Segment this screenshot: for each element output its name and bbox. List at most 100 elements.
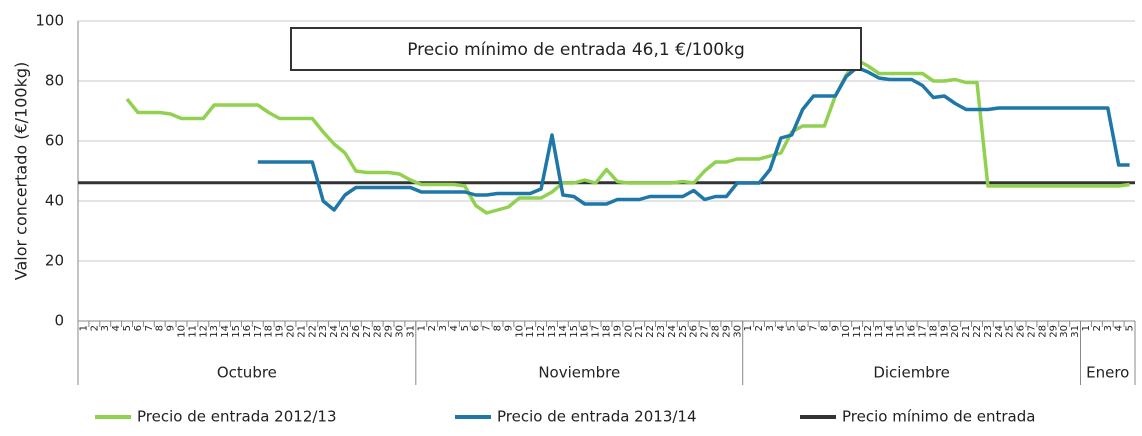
x-tick-label: 19 <box>939 325 950 338</box>
month-label: Diciembre <box>873 364 950 382</box>
x-tick-label: 12 <box>198 325 209 338</box>
month-label: Enero <box>1086 364 1129 382</box>
x-tick-label: 2 <box>427 325 438 331</box>
x-tick-label: 27 <box>362 325 373 338</box>
x-tick-label: 11 <box>187 325 198 338</box>
x-tick-label: 20 <box>285 325 296 338</box>
x-tick-label: 4 <box>111 325 122 331</box>
x-tick-label: 14 <box>558 325 569 338</box>
y-tick-label: 20 <box>45 252 64 270</box>
x-tick-label: 28 <box>373 325 384 338</box>
x-tick-label: 28 <box>710 325 721 338</box>
legend-label: Precio de entrada 2013/14 <box>497 408 697 426</box>
x-tick-label: 6 <box>133 325 144 331</box>
y-axis-label: Valor concertado (€/100kg) <box>12 62 31 280</box>
x-tick-label: 15 <box>231 325 242 338</box>
x-tick-label: 27 <box>700 325 711 338</box>
x-tick-label: 16 <box>242 325 253 338</box>
x-tick-label: 24 <box>994 325 1005 338</box>
x-tick-label: 21 <box>296 325 307 338</box>
x-tick-label: 6 <box>798 325 809 331</box>
x-tick-label: 3 <box>100 325 111 331</box>
x-tick-label: 9 <box>503 325 514 331</box>
x-tick-label: 25 <box>678 325 689 338</box>
x-tick-label: 2 <box>89 325 100 331</box>
legend-label: Precio mínimo de entrada <box>842 408 1035 426</box>
x-tick-label: 13 <box>209 325 220 338</box>
x-tick-label: 16 <box>580 325 591 338</box>
x-tick-label: 8 <box>819 325 830 331</box>
x-tick-label: 21 <box>961 325 972 338</box>
x-tick-label: 29 <box>384 325 395 338</box>
x-tick-label: 24 <box>667 325 678 338</box>
x-tick-label: 26 <box>689 325 700 338</box>
x-tick-label: 3 <box>765 325 776 331</box>
x-tick-label: 7 <box>809 325 820 331</box>
x-tick-label: 5 <box>787 325 798 331</box>
annotation: Precio mínimo de entrada 46,1 €/100kg <box>407 40 745 60</box>
x-tick-label: 22 <box>972 325 983 338</box>
y-tick-label: 60 <box>45 132 64 150</box>
y-tick-label: 80 <box>45 72 64 90</box>
x-tick-label: 10 <box>841 325 852 338</box>
x-tick-label: 23 <box>318 325 329 338</box>
x-tick-label: 9 <box>166 325 177 331</box>
x-tick-label: 1 <box>743 325 754 331</box>
x-tick-label: 11 <box>525 325 536 338</box>
x-tick-label: 22 <box>307 325 318 338</box>
x-tick-label: 18 <box>264 325 275 338</box>
x-tick-label: 29 <box>721 325 732 338</box>
x-tick-label: 20 <box>950 325 961 338</box>
x-tick-label: 23 <box>656 325 667 338</box>
x-tick-label: 14 <box>220 325 231 338</box>
x-tick-label: 6 <box>471 325 482 331</box>
month-label: Noviembre <box>538 364 620 382</box>
x-tick-label: 1 <box>1081 325 1092 331</box>
x-tick-label: 14 <box>885 325 896 338</box>
x-tick-label: 5 <box>122 325 133 331</box>
x-tick-label: 15 <box>896 325 907 338</box>
x-tick-label: 13 <box>874 325 885 338</box>
x-tick-label: 12 <box>863 325 874 338</box>
x-tick-label: 3 <box>438 325 449 331</box>
x-tick-label: 13 <box>547 325 558 338</box>
x-tick-label: 17 <box>918 325 929 338</box>
x-tick-label: 4 <box>776 325 787 331</box>
x-tick-label: 31 <box>1070 325 1081 338</box>
x-tick-label: 5 <box>1125 325 1136 331</box>
series-line <box>257 65 1130 212</box>
x-tick-label: 25 <box>340 325 351 338</box>
x-tick-label: 17 <box>591 325 602 338</box>
x-tick-label: 23 <box>983 325 994 338</box>
x-tick-label: 1 <box>78 325 89 331</box>
y-tick-label: 0 <box>54 312 64 330</box>
x-tick-label: 8 <box>155 325 166 331</box>
x-tick-label: 4 <box>449 325 460 331</box>
x-tick-label: 28 <box>1037 325 1048 338</box>
x-tick-label: 7 <box>144 325 155 331</box>
x-tick-label: 9 <box>830 325 841 331</box>
x-tick-label: 22 <box>645 325 656 338</box>
x-tick-label: 19 <box>275 325 286 338</box>
x-tick-label: 10 <box>177 325 188 338</box>
x-tick-label: 25 <box>1005 325 1016 338</box>
legend-label: Precio de entrada 2012/13 <box>137 408 337 426</box>
x-tick-label: 18 <box>602 325 613 338</box>
x-tick-label: 31 <box>405 325 416 338</box>
x-tick-label: 3 <box>1103 325 1114 331</box>
x-tick-label: 27 <box>1026 325 1037 338</box>
x-tick-label: 30 <box>394 325 405 338</box>
x-tick-label: 5 <box>460 325 471 331</box>
x-tick-label: 11 <box>852 325 863 338</box>
x-tick-label: 4 <box>1114 325 1125 331</box>
x-tick-label: 12 <box>536 325 547 338</box>
x-tick-label: 15 <box>569 325 580 338</box>
x-tick-label: 2 <box>1092 325 1103 331</box>
month-label: Octubre <box>217 364 277 382</box>
x-tick-label: 21 <box>634 325 645 338</box>
y-tick-label: 40 <box>45 192 64 210</box>
x-tick-label: 26 <box>1016 325 1027 338</box>
x-tick-label: 2 <box>754 325 765 331</box>
y-tick-label: 100 <box>35 12 64 30</box>
